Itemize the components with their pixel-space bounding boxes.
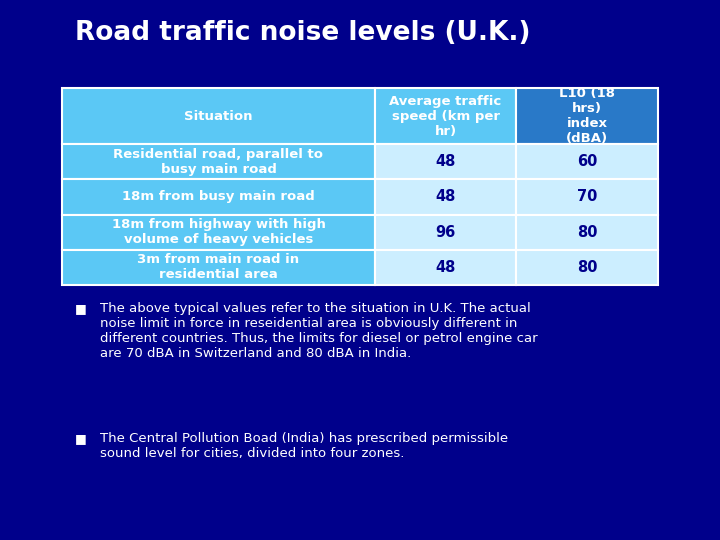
Bar xyxy=(62,179,375,214)
Text: 70: 70 xyxy=(577,190,598,205)
Bar xyxy=(516,88,658,144)
Bar xyxy=(375,250,516,285)
Bar xyxy=(516,250,658,285)
Text: 48: 48 xyxy=(436,260,456,275)
Bar xyxy=(375,214,516,250)
Text: The Central Pollution Boad (India) has prescribed permissible
sound level for ci: The Central Pollution Boad (India) has p… xyxy=(100,432,508,460)
Text: 18m from highway with high
volume of heavy vehicles: 18m from highway with high volume of hea… xyxy=(112,218,325,246)
Text: 60: 60 xyxy=(577,154,598,169)
Text: 48: 48 xyxy=(436,190,456,205)
Text: The above typical values refer to the situation in U.K. The actual
noise limit i: The above typical values refer to the si… xyxy=(100,302,538,360)
Bar xyxy=(62,250,375,285)
Text: Situation: Situation xyxy=(184,110,253,123)
Text: 48: 48 xyxy=(436,154,456,169)
Bar xyxy=(375,144,516,179)
Text: Average traffic
speed (km per
hr): Average traffic speed (km per hr) xyxy=(390,94,502,138)
Text: 80: 80 xyxy=(577,260,598,275)
Text: 3m from main road in
residential area: 3m from main road in residential area xyxy=(138,253,300,281)
Text: ■: ■ xyxy=(75,432,86,445)
Text: Residential road, parallel to
busy main road: Residential road, parallel to busy main … xyxy=(114,148,323,176)
Text: L10 (18
hrs)
index
(dBA): L10 (18 hrs) index (dBA) xyxy=(559,87,615,145)
Text: Road traffic noise levels (U.K.): Road traffic noise levels (U.K.) xyxy=(75,20,531,46)
Bar xyxy=(62,88,375,144)
Bar xyxy=(516,179,658,214)
Text: 18m from busy main road: 18m from busy main road xyxy=(122,191,315,204)
Bar xyxy=(516,144,658,179)
Bar xyxy=(62,144,375,179)
Bar xyxy=(375,179,516,214)
Bar xyxy=(62,214,375,250)
Text: ■: ■ xyxy=(75,302,86,315)
Bar xyxy=(375,88,516,144)
Text: 80: 80 xyxy=(577,225,598,240)
Bar xyxy=(516,214,658,250)
Text: 96: 96 xyxy=(436,225,456,240)
